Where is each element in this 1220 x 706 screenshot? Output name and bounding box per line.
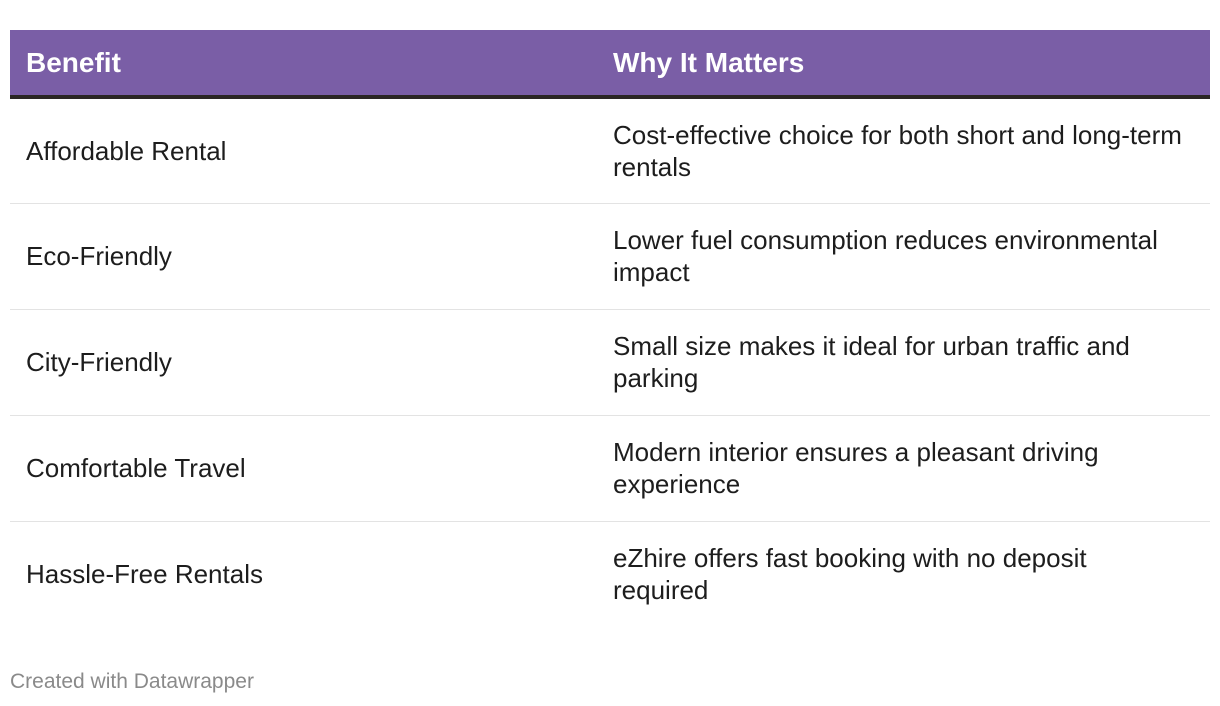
table-row: Hassle-Free Rentals eZhire offers fast b…: [10, 521, 1210, 627]
benefit-cell: Eco-Friendly: [10, 203, 597, 310]
why-it-matters-cell: eZhire offers fast booking with no depos…: [613, 543, 1087, 606]
why-it-matters-cell: Cost-effective choice for both short and…: [597, 97, 1210, 204]
column-header-why-it-matters: Why It Matters: [597, 30, 1210, 99]
column-header-benefit: Benefit: [10, 30, 597, 99]
table-row: City-Friendly Small size makes it ideal …: [10, 309, 1210, 416]
datawrapper-credit[interactable]: Created with Datawrapper: [10, 670, 254, 693]
table-row: Comfortable Travel Modern interior ensur…: [10, 415, 1210, 522]
table-body: Affordable Rental Cost-effective choice …: [10, 97, 1210, 627]
benefit-cell: Comfortable Travel: [10, 415, 597, 522]
why-it-matters-cell: Modern interior ensures a pleasant drivi…: [597, 415, 1210, 522]
header-row: Benefit Why It Matters: [10, 30, 1210, 99]
benefit-cell: Hassle-Free Rentals: [26, 559, 263, 590]
benefits-table: Benefit Why It Matters Affordable Rental…: [10, 30, 1210, 627]
table-header: Benefit Why It Matters: [10, 30, 1210, 99]
why-it-matters-cell: Lower fuel consumption reduces environme…: [597, 203, 1210, 310]
table-row: Eco-Friendly Lower fuel consumption redu…: [10, 203, 1210, 310]
benefits-table-container: Benefit Why It Matters Affordable Rental…: [10, 30, 1210, 627]
why-it-matters-cell: Small size makes it ideal for urban traf…: [597, 309, 1210, 416]
table-row: Affordable Rental Cost-effective choice …: [10, 97, 1210, 204]
benefit-cell: City-Friendly: [10, 309, 597, 416]
benefit-cell: Affordable Rental: [10, 97, 597, 204]
